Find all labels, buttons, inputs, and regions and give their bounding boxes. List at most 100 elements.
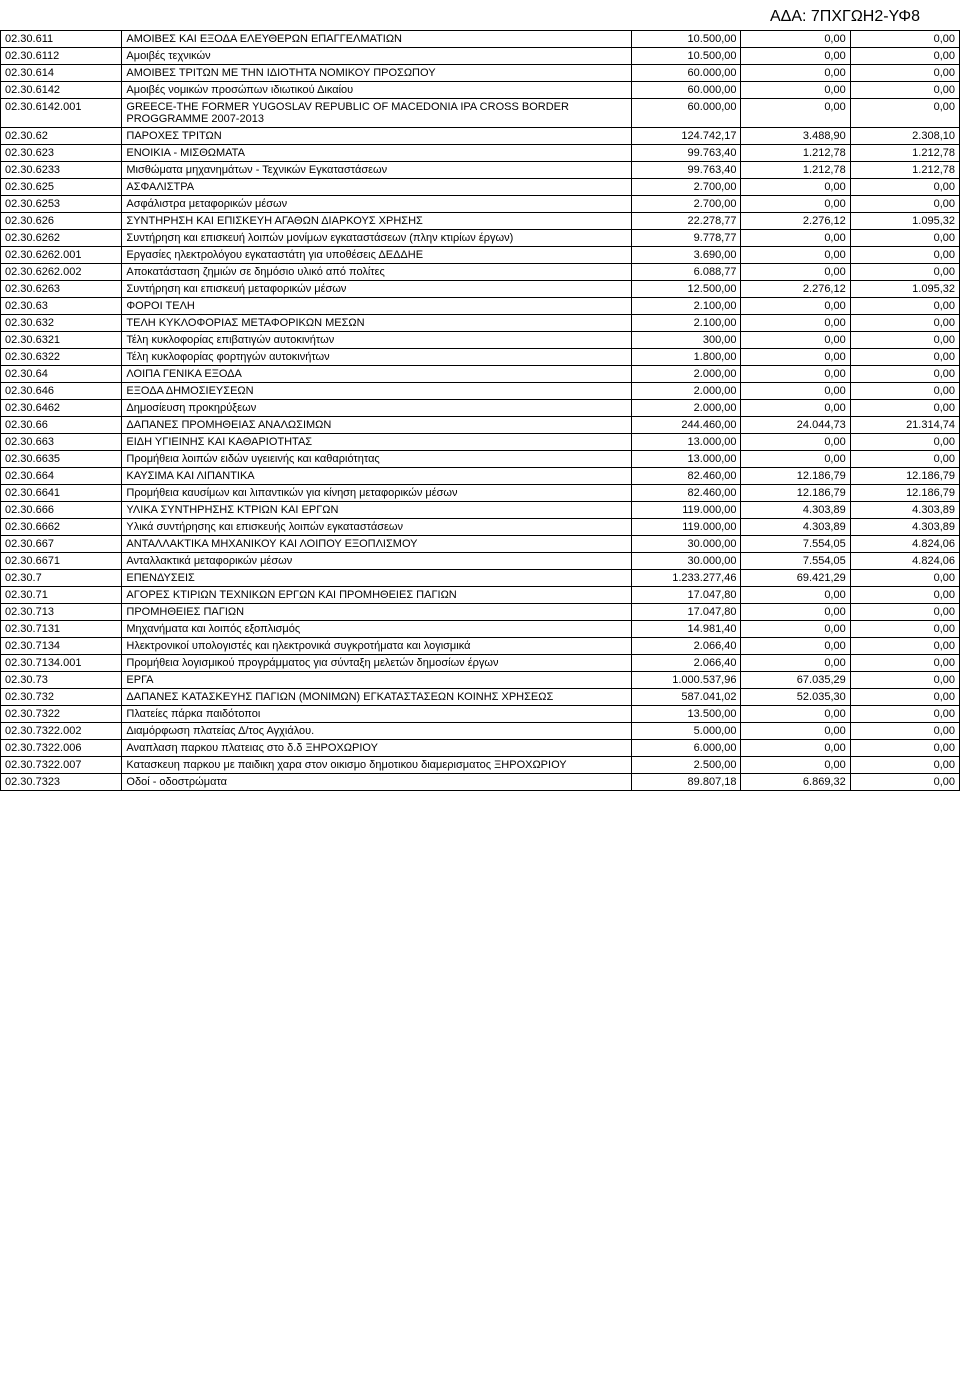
table-cell-v3: 0,00 <box>850 264 959 281</box>
table-cell-v1: 2.700,00 <box>632 196 741 213</box>
table-cell-code: 02.30.6462 <box>1 400 122 417</box>
table-cell-v1: 89.807,18 <box>632 774 741 791</box>
table-cell-v3: 0,00 <box>850 179 959 196</box>
table-cell-v2: 0,00 <box>741 587 850 604</box>
table-row: 02.30.7ΕΠΕΝΔΥΣΕΙΣ1.233.277,4669.421,290,… <box>1 570 960 587</box>
table-cell-desc: Δημοσίευση προκηρύξεων <box>122 400 632 417</box>
table-row: 02.30.7134Ηλεκτρονικοί υπολογιστές και η… <box>1 638 960 655</box>
table-row: 02.30.611ΑΜΟΙΒΕΣ ΚΑΙ ΕΞΟΔΑ ΕΛΕΥΘΕΡΩΝ ΕΠΑ… <box>1 31 960 48</box>
table-row: 02.30.6262.001Εργασίες ηλεκτρολόγου εγκα… <box>1 247 960 264</box>
table-cell-v2: 0,00 <box>741 706 850 723</box>
table-cell-desc: ΕΝΟΙΚΙΑ - ΜΙΣΘΩΜΑΤΑ <box>122 145 632 162</box>
table-cell-code: 02.30.6635 <box>1 451 122 468</box>
table-cell-code: 02.30.6253 <box>1 196 122 213</box>
table-row: 02.30.6462Δημοσίευση προκηρύξεων2.000,00… <box>1 400 960 417</box>
table-cell-code: 02.30.6112 <box>1 48 122 65</box>
table-cell-code: 02.30.6322 <box>1 349 122 366</box>
table-cell-v1: 2.000,00 <box>632 400 741 417</box>
table-row: 02.30.6322Τέλη κυκλοφορίας φορτηγών αυτο… <box>1 349 960 366</box>
table-cell-v1: 82.460,00 <box>632 485 741 502</box>
table-row: 02.30.7134.001Προμήθεια λογισμικού προγρ… <box>1 655 960 672</box>
table-cell-v1: 60.000,00 <box>632 99 741 128</box>
table-cell-v3: 1.212,78 <box>850 162 959 179</box>
table-cell-v2: 0,00 <box>741 82 850 99</box>
table-cell-v2: 0,00 <box>741 298 850 315</box>
table-cell-v1: 10.500,00 <box>632 48 741 65</box>
table-cell-v3: 0,00 <box>850 48 959 65</box>
table-cell-desc: ΑΝΤΑΛΛΑΚΤΙΚΑ ΜΗΧΑΝΙΚΟΥ ΚΑΙ ΛΟΙΠΟΥ ΕΞΟΠΛΙ… <box>122 536 632 553</box>
table-cell-desc: Διαμόρφωση πλατείας Δ/τος Αγχιάλου. <box>122 723 632 740</box>
table-cell-code: 02.30.646 <box>1 383 122 400</box>
table-cell-v1: 5.000,00 <box>632 723 741 740</box>
table-cell-code: 02.30.7322.006 <box>1 740 122 757</box>
table-row: 02.30.7131Μηχανήματα και λοιπός εξοπλισμ… <box>1 621 960 638</box>
table-cell-v2: 0,00 <box>741 366 850 383</box>
table-cell-v3: 12.186,79 <box>850 468 959 485</box>
table-row: 02.30.664ΚΑΥΣΙΜΑ ΚΑΙ ΛΙΠΑΝΤΙΚΑ82.460,00 1… <box>1 468 960 485</box>
table-cell-desc: Προμήθεια καυσίμων και λιπαντικών για κί… <box>122 485 632 502</box>
table-cell-v3: 0,00 <box>850 349 959 366</box>
table-cell-code: 02.30.64 <box>1 366 122 383</box>
table-cell-code: 02.30.73 <box>1 672 122 689</box>
table-cell-v3: 0,00 <box>850 99 959 128</box>
table-cell-v3: 0,00 <box>850 757 959 774</box>
table-cell-code: 02.30.663 <box>1 434 122 451</box>
table-cell-v1: 2.700,00 <box>632 179 741 196</box>
table-cell-code: 02.30.7322 <box>1 706 122 723</box>
table-cell-v3: 0,00 <box>850 31 959 48</box>
table-cell-v2: 52.035,30 <box>741 689 850 706</box>
table-cell-desc: Αμοιβές νομικών προσώπων ιδιωτικού Δικαί… <box>122 82 632 99</box>
table-cell-v1: 2.000,00 <box>632 366 741 383</box>
table-cell-v2: 69.421,29 <box>741 570 850 587</box>
table-cell-v3: 0,00 <box>850 723 959 740</box>
table-cell-code: 02.30.626 <box>1 213 122 230</box>
table-cell-v3: 0,00 <box>850 689 959 706</box>
table-row: 02.30.663ΕΙΔΗ ΥΓΙΕΙΝΗΣ ΚΑΙ ΚΑΘΑΡΙΟΤΗΤΑΣ1… <box>1 434 960 451</box>
table-row: 02.30.6262Συντήρηση και επισκευή λοιπών … <box>1 230 960 247</box>
table-cell-v1: 30.000,00 <box>632 553 741 570</box>
table-cell-v2: 4.303,89 <box>741 502 850 519</box>
table-cell-v1: 60.000,00 <box>632 82 741 99</box>
table-cell-v2: 3.488,90 <box>741 128 850 145</box>
table-row: 02.30.66ΔΑΠΑΝΕΣ ΠΡΟΜΗΘΕΙΑΣ ΑΝΑΛΩΣΙΜΩΝ244… <box>1 417 960 434</box>
table-cell-v3: 0,00 <box>850 655 959 672</box>
table-cell-v2: 0,00 <box>741 757 850 774</box>
table-cell-desc: Τέλη κυκλοφορίας φορτηγών αυτοκινήτων <box>122 349 632 366</box>
table-cell-desc: ΔΑΠΑΝΕΣ ΠΡΟΜΗΘΕΙΑΣ ΑΝΑΛΩΣΙΜΩΝ <box>122 417 632 434</box>
table-cell-v3: 0,00 <box>850 366 959 383</box>
table-cell-v1: 1.800,00 <box>632 349 741 366</box>
table-cell-v3: 4.824,06 <box>850 553 959 570</box>
table-cell-v3: 0,00 <box>850 82 959 99</box>
table-row: 02.30.6142.001GREECE-THE FORMER YUGOSLAV… <box>1 99 960 128</box>
table-cell-desc: Αμοιβές τεχνικών <box>122 48 632 65</box>
table-cell-v1: 244.460,00 <box>632 417 741 434</box>
table-cell-code: 02.30.6262 <box>1 230 122 247</box>
table-cell-v1: 22.278,77 <box>632 213 741 230</box>
table-cell-v3: 0,00 <box>850 400 959 417</box>
table-cell-v1: 2.100,00 <box>632 298 741 315</box>
table-cell-v3: 0,00 <box>850 638 959 655</box>
table-cell-v3: 0,00 <box>850 298 959 315</box>
table-cell-v3: 0,00 <box>850 451 959 468</box>
table-cell-v3: 21.314,74 <box>850 417 959 434</box>
table-cell-desc: ΑΣΦΑΛΙΣΤΡΑ <box>122 179 632 196</box>
table-cell-code: 02.30.664 <box>1 468 122 485</box>
table-cell-v2: 0,00 <box>741 400 850 417</box>
table-cell-desc: ΚΑΥΣΙΜΑ ΚΑΙ ΛΙΠΑΝΤΙΚΑ <box>122 468 632 485</box>
table-cell-v1: 82.460,00 <box>632 468 741 485</box>
table-cell-code: 02.30.632 <box>1 315 122 332</box>
table-cell-v3: 0,00 <box>850 672 959 689</box>
table-cell-code: 02.30.6262.002 <box>1 264 122 281</box>
table-cell-v3: 0,00 <box>850 774 959 791</box>
table-cell-v3: 4.303,89 <box>850 502 959 519</box>
table-cell-v2: 0,00 <box>741 99 850 128</box>
table-cell-desc: Τέλη κυκλοφορίας επιβατιγών αυτοκινήτων <box>122 332 632 349</box>
table-cell-v1: 17.047,80 <box>632 604 741 621</box>
table-cell-v3: 2.308,10 <box>850 128 959 145</box>
table-cell-desc: Προμήθεια λογισμικού προγράμματος για σύ… <box>122 655 632 672</box>
table-cell-desc: Προμήθεια λοιπών ειδών υγειεινής και καθ… <box>122 451 632 468</box>
table-cell-v2: 24.044,73 <box>741 417 850 434</box>
table-cell-v2: 0,00 <box>741 247 850 264</box>
table-cell-desc: ΑΓΟΡΕΣ ΚΤΙΡΙΩΝ ΤΕΧΝΙΚΩΝ ΕΡΓΩΝ ΚΑΙ ΠΡΟΜΗΘ… <box>122 587 632 604</box>
table-row: 02.30.7322.002Διαμόρφωση πλατείας Δ/τος … <box>1 723 960 740</box>
